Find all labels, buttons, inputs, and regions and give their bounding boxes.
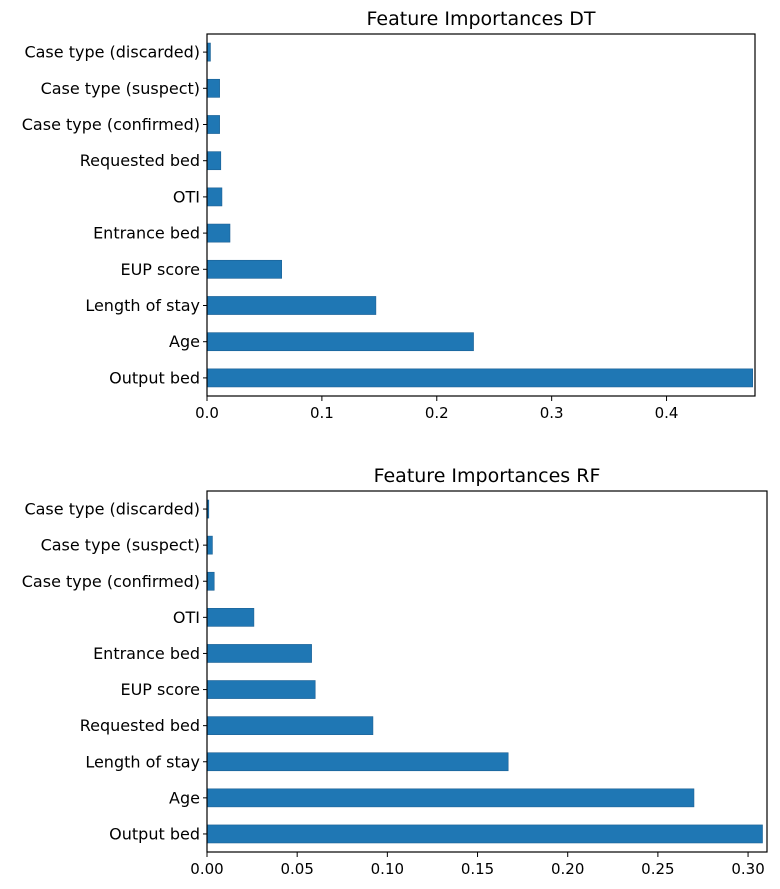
- bar: [206, 78, 220, 98]
- bar: [206, 296, 377, 315]
- chart-title: Feature Importances RF: [374, 465, 601, 487]
- bar: [206, 535, 213, 555]
- bar: [206, 115, 220, 134]
- bar: [206, 187, 223, 207]
- bar: [206, 151, 222, 171]
- bar: [206, 824, 763, 844]
- y-tick-label: Entrance bed: [93, 644, 200, 663]
- y-tick-label: Case type (confirmed): [22, 572, 200, 591]
- x-tick-label: 0.15: [461, 860, 494, 878]
- bar: [206, 752, 509, 772]
- x-tick-label: 0.25: [641, 860, 674, 878]
- bar: [206, 644, 312, 663]
- y-tick-label: OTI: [173, 608, 200, 627]
- bar: [206, 368, 754, 388]
- chart-title: Feature Importances DT: [367, 8, 596, 30]
- y-tick-label: Age: [169, 788, 200, 807]
- bar: [206, 608, 255, 627]
- bar: [206, 259, 282, 279]
- bar: [206, 680, 316, 699]
- y-tick-label: Case type (suspect): [41, 536, 200, 555]
- x-tick-label: 0.1: [310, 404, 334, 422]
- x-tick-label: 0.2: [425, 404, 449, 422]
- x-tick-label: 0.3: [540, 404, 564, 422]
- y-tick-label: Case type (discarded): [24, 43, 200, 62]
- y-tick-label: Entrance bed: [93, 224, 200, 243]
- y-tick-label: Case type (confirmed): [22, 115, 200, 134]
- y-tick-label: Requested bed: [80, 151, 200, 170]
- x-tick-label: 0.10: [371, 860, 404, 878]
- y-tick-label: EUP score: [120, 680, 200, 699]
- x-tick-label: 0.00: [190, 860, 223, 878]
- chart-panel-2: Feature Importances RF Output bed Age Lengt…: [22, 465, 768, 878]
- y-tick-label: Length of stay: [85, 296, 200, 315]
- y-tick-label: Age: [169, 332, 200, 351]
- y-tick-label: Requested bed: [80, 716, 200, 735]
- x-tick-label: 0.4: [655, 404, 679, 422]
- x-tick-label: 0.0: [195, 404, 219, 422]
- bar: [206, 788, 695, 808]
- y-tick-label: EUP score: [120, 260, 200, 279]
- x-tick-label: 0.20: [551, 860, 584, 878]
- bar: [206, 332, 474, 352]
- y-tick-label: Length of stay: [85, 752, 200, 771]
- bar: [206, 223, 231, 243]
- y-tick-label: Output bed: [109, 824, 200, 843]
- y-tick-label: Case type (suspect): [41, 79, 200, 98]
- x-tick-label: 0.05: [280, 860, 313, 878]
- plot-frame: [206, 33, 756, 397]
- y-tick-label: Case type (discarded): [24, 500, 200, 519]
- bar: [206, 716, 374, 735]
- chart-panel-1: Feature Importances DT Output bed Age Lengt…: [22, 8, 756, 422]
- y-tick-label: OTI: [173, 187, 200, 206]
- x-tick-label: 0.30: [731, 860, 764, 878]
- y-tick-label: Output bed: [109, 368, 200, 387]
- bar: [206, 571, 215, 591]
- plot-frame: [206, 490, 768, 853]
